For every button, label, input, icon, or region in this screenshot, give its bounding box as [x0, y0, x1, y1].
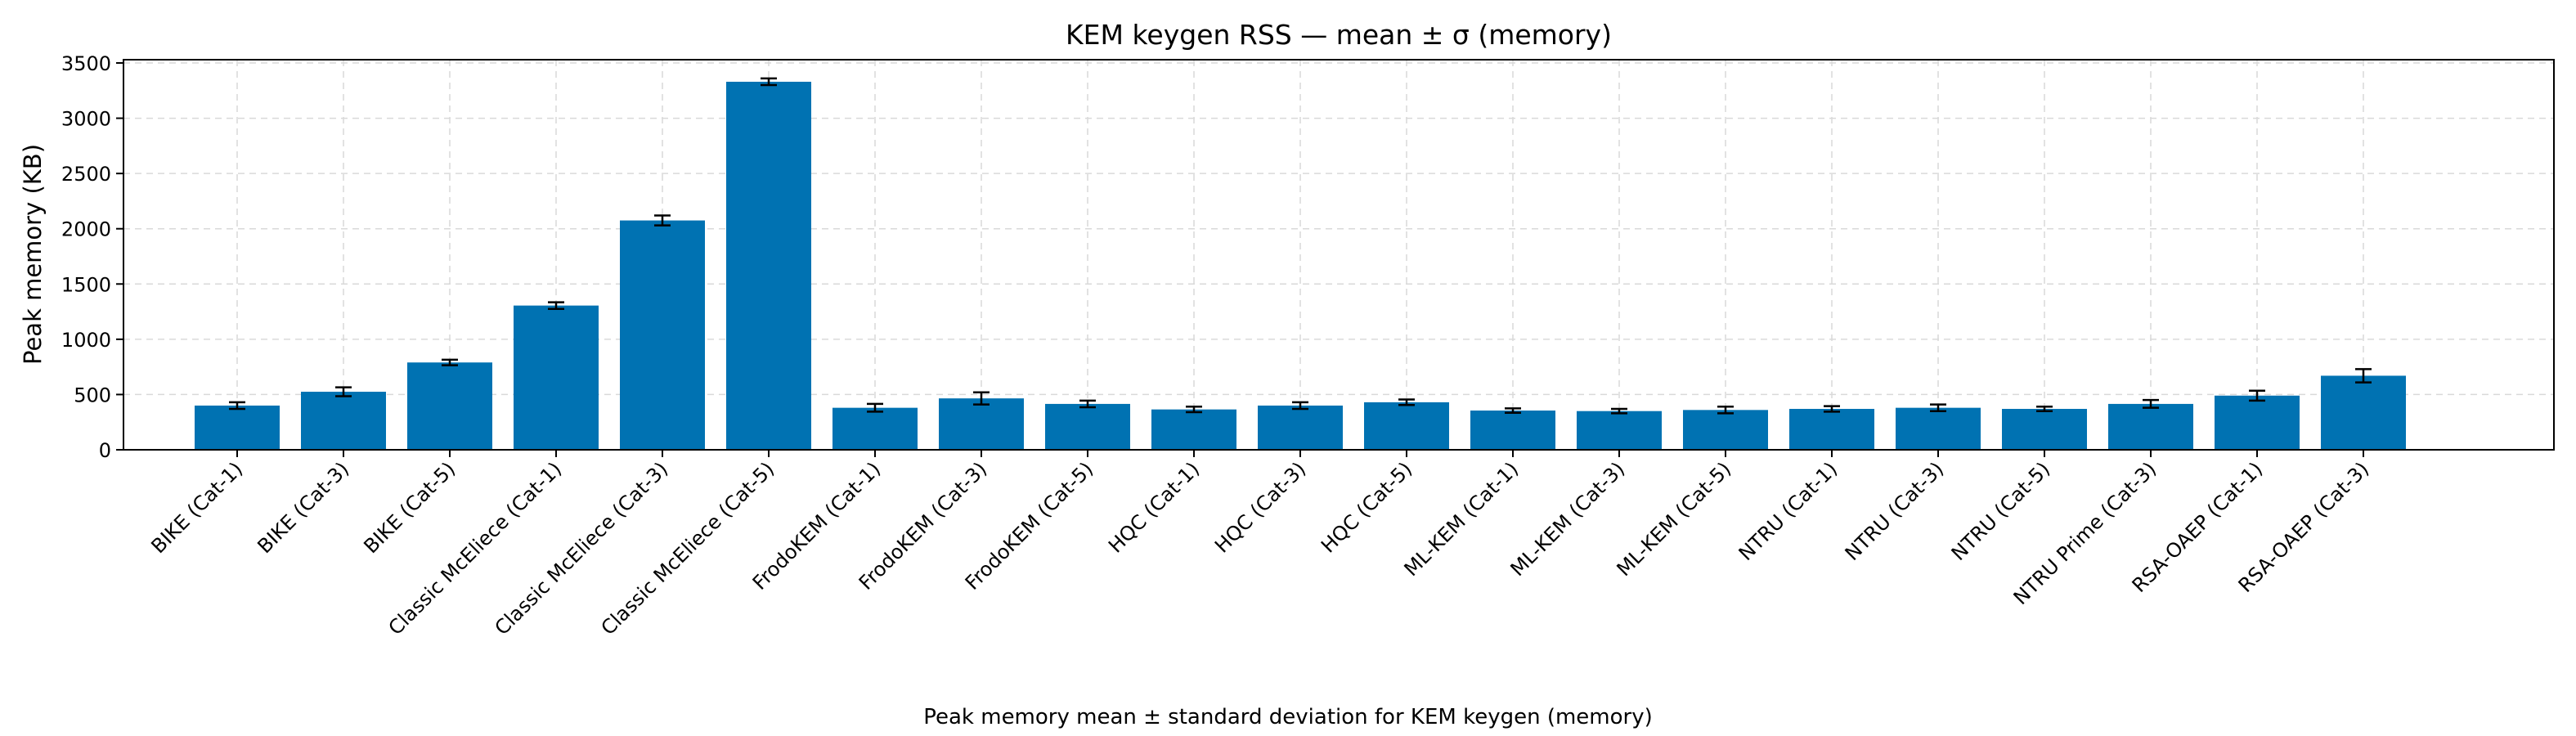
bar: [1896, 407, 1981, 450]
error-bar: [973, 391, 990, 406]
error-bar: [229, 401, 245, 411]
bars: [195, 81, 2406, 450]
y-tick-label: 0: [99, 439, 111, 462]
x-tick-label: BIKE (Cat-3): [253, 457, 353, 558]
plot-frame: [123, 59, 2555, 451]
bar: [1045, 403, 1130, 450]
error-bar: [761, 77, 777, 87]
bar: [195, 405, 280, 450]
x-tick-label: Classic McEliece (Cat-5): [597, 457, 779, 640]
x-tick-label: Classic McEliece (Cat-1): [384, 457, 567, 640]
bar: [407, 362, 492, 450]
error-bar: [442, 358, 458, 366]
error-bar: [1398, 398, 1415, 406]
y-tick-label: 3000: [61, 108, 111, 131]
bar: [2215, 395, 2300, 450]
x-tick-label: ML-KEM (Cat-1): [1400, 457, 1524, 581]
x-tick-label: HQC (Cat-3): [1210, 457, 1310, 557]
error-bar: [1186, 406, 1202, 414]
bar: [1151, 409, 1236, 450]
error-bar: [2249, 389, 2265, 402]
error-bar: [867, 402, 883, 413]
error-bar: [1079, 399, 1096, 409]
error-bar: [1930, 403, 1946, 412]
error-bar: [2143, 398, 2159, 409]
error-bar: [654, 214, 671, 227]
x-tick-label: BIKE (Cat-1): [146, 457, 247, 558]
x-tick-label: NTRU (Cat-3): [1841, 457, 1949, 565]
y-tick-label: 1000: [61, 329, 111, 352]
bar: [1789, 408, 1874, 450]
y-tick-label: 2000: [61, 218, 111, 241]
y-tick-label: 500: [74, 384, 111, 406]
error-bar: [1505, 407, 1521, 414]
bar: [2108, 403, 2193, 450]
x-tick-label: ML-KEM (Cat-3): [1506, 457, 1630, 581]
bar: [301, 392, 386, 450]
grid-lines: [123, 60, 2554, 451]
figure-caption: Peak memory mean ± standard deviation fo…: [923, 705, 1653, 729]
error-bar: [1292, 401, 1308, 411]
bar: [1683, 410, 1768, 450]
bar: [514, 305, 599, 450]
x-tick-label: ML-KEM (Cat-5): [1613, 457, 1736, 581]
error-bar: [1824, 405, 1840, 413]
y-tick-label: 1500: [61, 273, 111, 296]
error-bar: [2355, 368, 2372, 384]
bar: [726, 81, 811, 450]
error-bar: [1717, 406, 1734, 415]
y-tick-label: 3500: [61, 52, 111, 75]
bar: [2002, 408, 2087, 450]
bar: [1577, 411, 1662, 450]
bar: [832, 407, 918, 450]
error-bar: [548, 301, 564, 310]
y-axis-label: Peak memory (KB): [19, 144, 47, 365]
error-bar: [1611, 407, 1627, 415]
bar: [1258, 405, 1343, 450]
error-bars: [229, 77, 2372, 415]
x-tick-label: NTRU (Cat-1): [1735, 457, 1842, 565]
x-tick-label: HQC (Cat-1): [1104, 457, 1204, 557]
y-tick-label: 2500: [61, 163, 111, 186]
error-bar: [335, 386, 352, 397]
x-tick-label: Classic McEliece (Cat-3): [491, 457, 673, 640]
y-axis: 0 500 1000 1500 2000 2500 3000 3500: [61, 52, 123, 462]
bar: [620, 220, 705, 450]
bar: [1470, 411, 1555, 450]
x-tick-label: NTRU (Cat-5): [1947, 457, 2055, 565]
x-tick-label: BIKE (Cat-5): [359, 457, 460, 558]
bar: [2321, 375, 2406, 450]
chart-title: KEM keygen RSS — mean ± σ (memory): [1066, 19, 1612, 51]
bar: [1364, 402, 1449, 450]
bar: [939, 398, 1024, 450]
x-axis: BIKE (Cat-1) BIKE (Cat-3) BIKE (Cat-5)Clas…: [146, 450, 2373, 640]
error-bar: [2036, 406, 2053, 412]
x-tick-label: HQC (Cat-5): [1317, 457, 1416, 557]
